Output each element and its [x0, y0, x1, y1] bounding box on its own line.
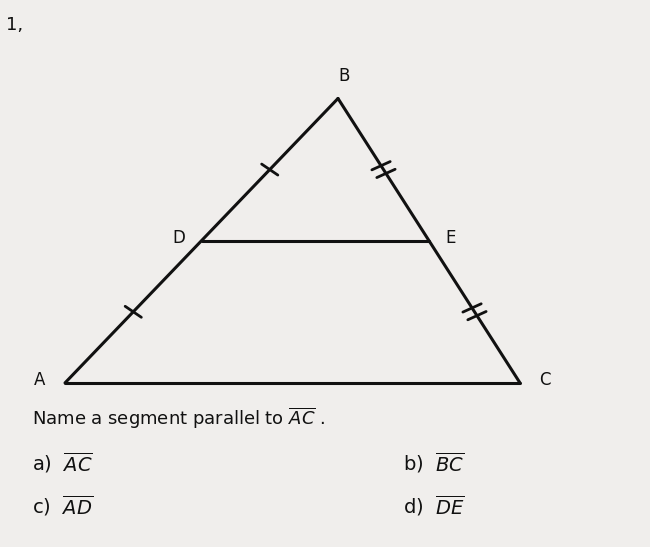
Text: A: A	[34, 371, 46, 389]
Text: a)  $\overline{AC}$: a) $\overline{AC}$	[32, 450, 94, 475]
Text: D: D	[172, 229, 185, 247]
Text: C: C	[540, 371, 551, 389]
Text: b)  $\overline{BC}$: b) $\overline{BC}$	[403, 450, 464, 475]
Text: d)  $\overline{DE}$: d) $\overline{DE}$	[403, 493, 465, 519]
Text: E: E	[445, 229, 456, 247]
Text: 1,: 1,	[6, 16, 23, 34]
Text: c)  $\overline{AD}$: c) $\overline{AD}$	[32, 493, 94, 519]
Text: B: B	[339, 67, 350, 85]
Text: Name a segment parallel to $\overline{AC}$ .: Name a segment parallel to $\overline{AC…	[32, 406, 326, 431]
